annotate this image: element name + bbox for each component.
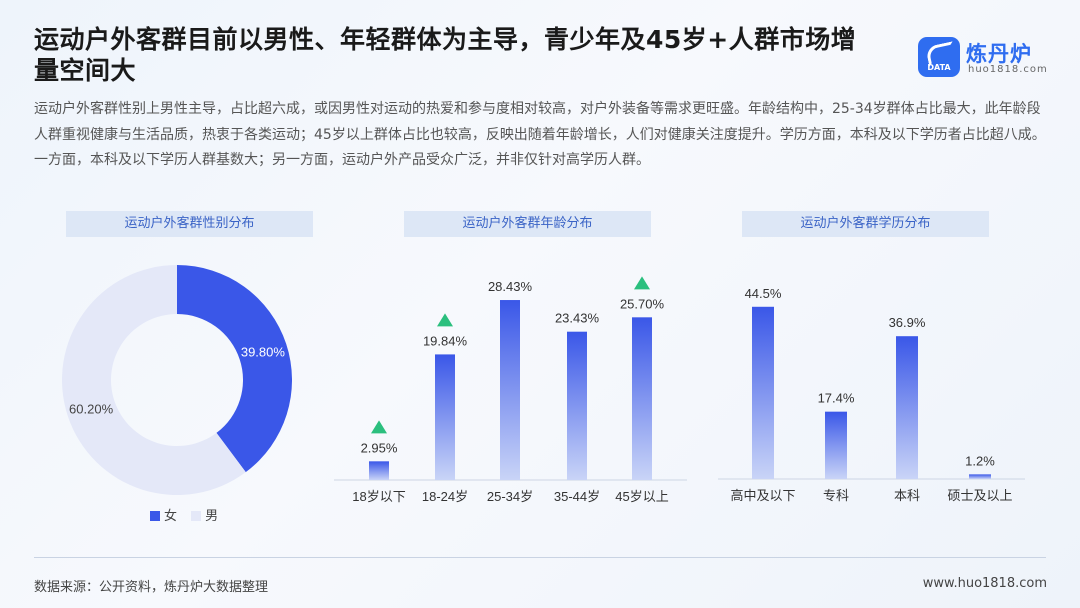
logo-icon: DATA	[918, 37, 960, 77]
age-chart-title: 运动户外客群年龄分布	[404, 211, 651, 237]
category-label: 本科	[894, 488, 920, 503]
bar-1	[369, 461, 389, 480]
category-label: 35-44岁	[554, 489, 600, 504]
page-title: 运动户外客群目前以男性、年轻群体为主导，青少年及45岁+人群市场增量空间大	[34, 25, 857, 85]
bar-3	[896, 336, 918, 479]
bar-value-label: 1.2%	[965, 453, 995, 468]
category-label: 45岁以上	[615, 489, 668, 504]
logo-name: 炼丹炉	[966, 42, 1032, 66]
pie-slice-2	[61, 265, 246, 495]
legend-label: 女	[164, 509, 178, 524]
up-arrow-icon	[371, 420, 387, 434]
bar-value-label: 23.43%	[555, 311, 600, 326]
description: 运动户外客群性别上男性主导，占比超六成，或因男性对运动的热爱和参与度相对较高，对…	[34, 101, 1046, 168]
education-bar-chart: 44.5% 高中及以下 17.4% 专科 36.9% 本科 1.2% 硕士及以上	[718, 286, 1025, 503]
education-chart-title: 运动户外客群学历分布	[742, 211, 989, 237]
footer-divider	[34, 557, 1046, 558]
legend-label: 男	[205, 509, 219, 524]
up-arrow-icon	[437, 313, 453, 327]
gender-donut-chart: 39.80% 60.20%	[61, 265, 292, 495]
bar-4	[567, 331, 587, 480]
bar-1	[752, 306, 774, 479]
gender-chart-title: 运动户外客群性别分布	[66, 211, 313, 237]
category-label: 高中及以下	[730, 488, 795, 503]
gender-legend: 女 男	[150, 505, 228, 524]
bar-5	[632, 317, 652, 480]
bar-value-label: 36.9%	[889, 315, 926, 330]
category-label: 专科	[823, 488, 849, 503]
bar-value-label: 17.4%	[818, 391, 855, 406]
category-label: 硕士及以上	[947, 488, 1012, 503]
legend-swatch	[191, 511, 202, 521]
bar-value-label: 19.84%	[423, 333, 468, 348]
data-source: 数据来源：公开资料，炼丹炉大数据整理	[34, 580, 269, 595]
pie-slice-label: 60.20%	[69, 402, 114, 417]
brand-logo: DATA 炼丹炉 huo1818.com	[918, 37, 1052, 79]
bar-2	[435, 354, 455, 480]
bar-3	[500, 300, 520, 480]
legend-item-male: 男	[191, 509, 218, 524]
bar-2	[825, 411, 847, 479]
bar-value-label: 25.70%	[620, 296, 665, 311]
pie-slice-label: 39.80%	[241, 344, 286, 359]
age-bar-chart: 2.95% 18岁以下 19.84% 18-24岁 28.43% 25-34岁 23.43%…	[334, 276, 687, 504]
category-label: 25-34岁	[487, 489, 533, 504]
bar-4	[969, 474, 991, 479]
legend-item-female: 女	[150, 509, 177, 524]
bar-value-label: 28.43%	[488, 279, 533, 294]
legend-swatch	[150, 511, 160, 521]
footer-url: www.huo1818.com	[922, 576, 1047, 591]
pie-slice-1	[177, 265, 292, 473]
up-arrow-icon	[634, 276, 650, 290]
bar-value-label: 2.95%	[361, 440, 398, 455]
bar-value-label: 44.5%	[745, 286, 782, 301]
logo-url: huo1818.com	[968, 64, 1048, 75]
category-label: 18-24岁	[422, 489, 468, 504]
category-label: 18岁以下	[352, 489, 405, 504]
